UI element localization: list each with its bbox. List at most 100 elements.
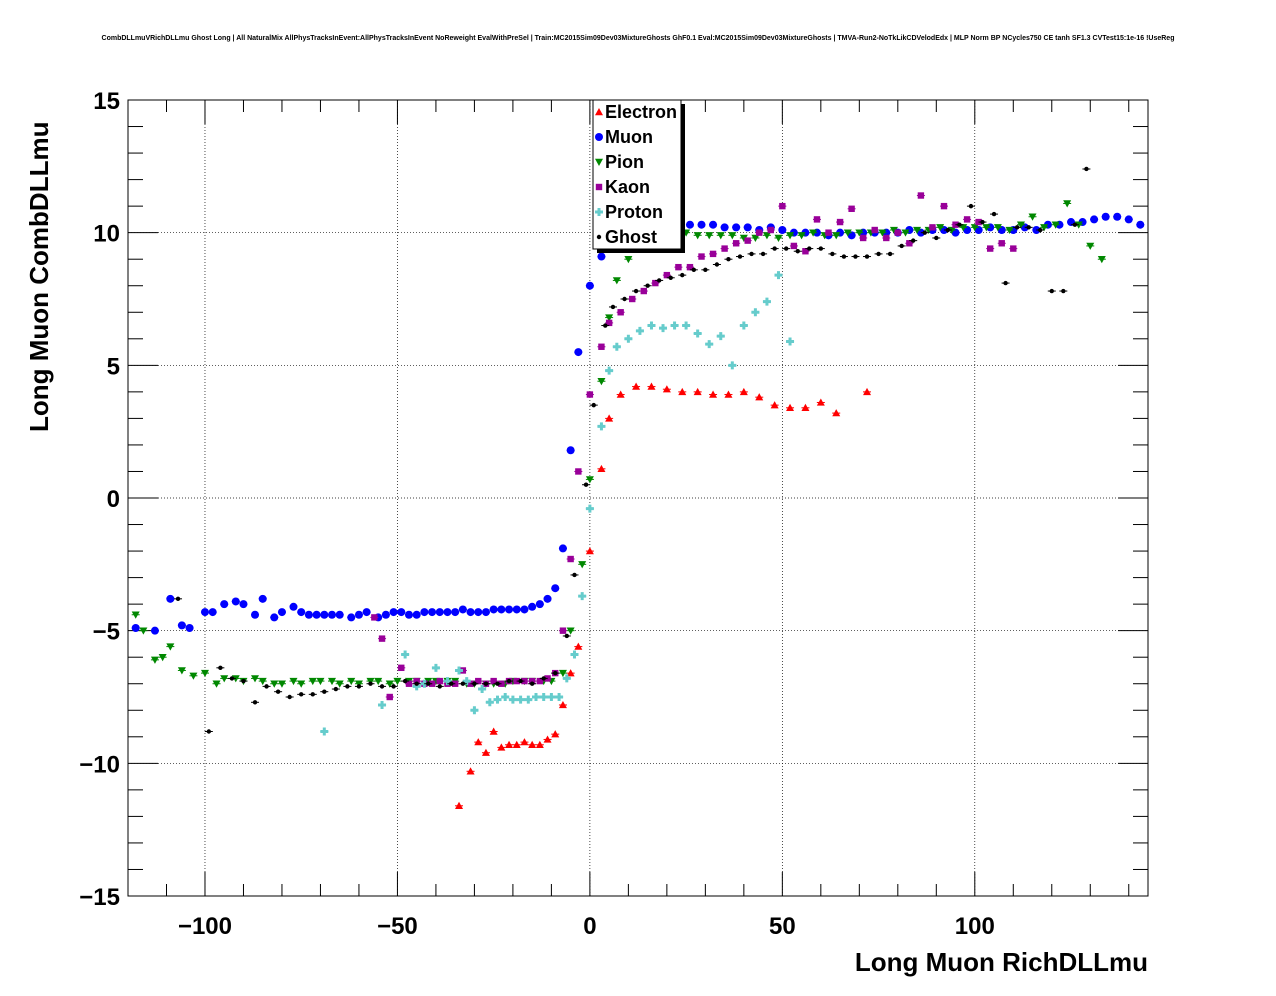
ghost-point: [275, 689, 281, 694]
proton-point: [516, 695, 525, 704]
ghost-point: [495, 681, 500, 686]
ghost-point: [541, 676, 546, 681]
ghost-point: [402, 678, 408, 684]
proton-point: [532, 693, 540, 701]
kaon-point: [663, 271, 671, 279]
muon-point: [289, 602, 298, 611]
kaon-point: [528, 677, 536, 685]
muon-point: [381, 610, 390, 619]
electron-point: [816, 398, 825, 406]
muon-point: [270, 613, 279, 622]
muon-point: [328, 610, 336, 619]
ghost-point: [572, 572, 577, 578]
kaon-point: [698, 253, 705, 260]
ghost-point: [460, 681, 466, 686]
proton-point: [670, 321, 679, 330]
pion-point: [728, 232, 737, 240]
legend-label-electron: Electron: [605, 102, 677, 122]
muon-point: [297, 608, 306, 617]
ghost-point: [483, 681, 489, 686]
pion-point: [308, 677, 317, 686]
electron-point: [597, 464, 606, 473]
muon-point: [481, 608, 490, 617]
proton-point: [570, 650, 579, 659]
pion-point: [347, 677, 356, 686]
pion-point: [585, 476, 594, 484]
legend-label-kaon: Kaon: [605, 177, 650, 197]
muon-point: [404, 610, 413, 619]
ghost-point: [391, 684, 396, 689]
proton-point: [470, 706, 479, 715]
electron-point: [497, 743, 506, 751]
ghost-point: [622, 296, 627, 302]
ghost-point: [583, 482, 589, 487]
muon-point: [543, 594, 552, 603]
pion-point: [751, 234, 760, 242]
electron-point: [832, 409, 841, 417]
ghost-point: [760, 251, 766, 257]
kaon-point: [617, 309, 624, 316]
ghost-point: [426, 681, 431, 686]
muon-point: [335, 610, 344, 619]
electron-point: [528, 740, 537, 748]
proton-point: [555, 693, 564, 701]
muon-point: [558, 544, 567, 553]
ghost-point: [553, 670, 558, 676]
kaon-point: [598, 343, 605, 350]
muon-point: [505, 605, 514, 614]
ghost-point: [703, 267, 708, 273]
pion-point: [424, 677, 433, 686]
electron-point: [535, 740, 544, 748]
pion-point: [855, 229, 864, 237]
ghost-point: [633, 288, 639, 294]
muon-point: [1113, 212, 1122, 221]
muon-point: [435, 608, 444, 617]
kaon-point: [475, 677, 482, 685]
y-tick-label: 0: [107, 486, 120, 513]
kaon-point: [963, 216, 971, 223]
muon-point: [528, 602, 537, 611]
kaon-point: [802, 248, 809, 255]
muon-point: [347, 613, 356, 622]
pion-point: [270, 680, 279, 688]
muon-point: [474, 608, 483, 617]
kaon-point: [883, 234, 890, 242]
muon-point: [304, 610, 313, 619]
y-tick-label: −10: [79, 751, 120, 778]
muon-point: [566, 446, 575, 455]
x-tick-label: 100: [955, 913, 995, 940]
kaon-point: [906, 240, 913, 247]
kaon-point: [536, 677, 544, 685]
proton-point: [605, 366, 614, 375]
legend: Electron Muon Pion Kaon Proton Ghost: [592, 99, 685, 253]
y-tick-label: 15: [93, 88, 120, 115]
pion-point: [578, 561, 587, 569]
kaon-point: [567, 555, 574, 563]
ghost-point: [529, 681, 535, 686]
pion-point: [258, 677, 267, 686]
muon-point: [312, 610, 321, 619]
kaon-point: [836, 218, 844, 226]
proton-point: [578, 592, 587, 601]
proton-point: [493, 695, 502, 704]
kaon-point: [386, 693, 393, 701]
ghost-point: [737, 254, 743, 259]
ghost-point: [783, 246, 789, 251]
ghost-point: [853, 254, 858, 259]
electron-point: [558, 700, 567, 709]
muon-point: [520, 605, 529, 614]
proton-point: [762, 297, 771, 306]
proton-point: [693, 329, 702, 338]
kaon-point: [732, 240, 740, 247]
ghost-point: [922, 230, 927, 235]
pion-point: [1028, 213, 1037, 221]
ghost-point: [911, 238, 916, 243]
ghost-point: [864, 254, 870, 259]
electron-point: [786, 403, 795, 411]
ghost-point: [175, 596, 181, 602]
legend-box: [592, 99, 682, 250]
ghost-point: [449, 681, 454, 686]
kaon-point: [640, 287, 647, 295]
